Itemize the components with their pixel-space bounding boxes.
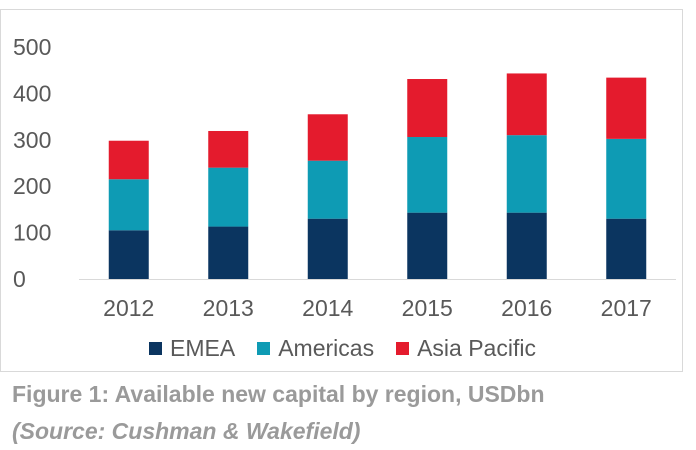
bar-asia-pacific-2013: [208, 130, 249, 168]
legend-item-americas: Americas: [257, 335, 374, 362]
bar-asia-pacific-2017: [606, 77, 647, 139]
bar-emea-2017: [606, 218, 647, 279]
legend-label-americas: Americas: [278, 335, 375, 361]
legend-label-emea: EMEA: [170, 335, 236, 361]
figure-caption: Figure 1: Available new capital by regio…: [12, 381, 545, 407]
y-tick-label: 500: [13, 34, 51, 60]
bar-asia-pacific-2015: [407, 79, 448, 138]
bar-americas-2017: [606, 138, 647, 219]
bar-americas-2012: [108, 179, 149, 231]
legend-swatch-emea: [149, 342, 163, 355]
figure-source: (Source: Cushman & Wakefield): [12, 418, 361, 444]
bar-americas-2016: [506, 135, 547, 213]
bar-asia-pacific-2016: [506, 73, 547, 136]
y-tick-label: 400: [13, 80, 51, 106]
y-tick-label: 200: [13, 173, 51, 199]
bar-emea-2015: [407, 212, 448, 279]
x-tick-label: 2012: [103, 295, 154, 321]
x-tick-label: 2015: [402, 295, 453, 321]
y-tick-label: 100: [13, 220, 51, 246]
x-tick-label: 2013: [203, 295, 254, 321]
bar-americas-2013: [208, 167, 249, 227]
bar-americas-2014: [307, 160, 348, 219]
legend-swatch-asia-pacific: [396, 342, 410, 355]
legend-item-asia-pacific: Asia Pacific: [396, 335, 536, 362]
bar-asia-pacific-2012: [108, 140, 149, 180]
stacked-bar-chart: 0 100 200 300 400 500 2012 2013 2014 2015 2016 2017: [13, 34, 676, 321]
y-tick-label: 0: [13, 266, 26, 292]
y-tick-label: 300: [13, 127, 51, 153]
legend-item-emea: EMEA: [149, 335, 235, 362]
bar-asia-pacific-2014: [307, 114, 348, 161]
bar-emea-2014: [307, 218, 348, 279]
legend-label-asia-pacific: Asia Pacific: [417, 335, 536, 361]
bar-emea-2016: [506, 212, 547, 279]
x-tick-label: 2016: [501, 295, 552, 321]
bar-emea-2013: [208, 226, 249, 279]
x-tick-label: 2014: [302, 295, 353, 321]
bar-americas-2015: [407, 137, 448, 213]
bar-emea-2012: [108, 230, 149, 279]
legend-swatch-americas: [257, 342, 271, 355]
chart-frame: 0 100 200 300 400 500 2012 2013 2014 2015 2016 2017…: [0, 9, 683, 372]
x-tick-label: 2017: [601, 295, 652, 321]
chart-legend: EMEA Americas Asia Pacific: [1, 335, 684, 362]
